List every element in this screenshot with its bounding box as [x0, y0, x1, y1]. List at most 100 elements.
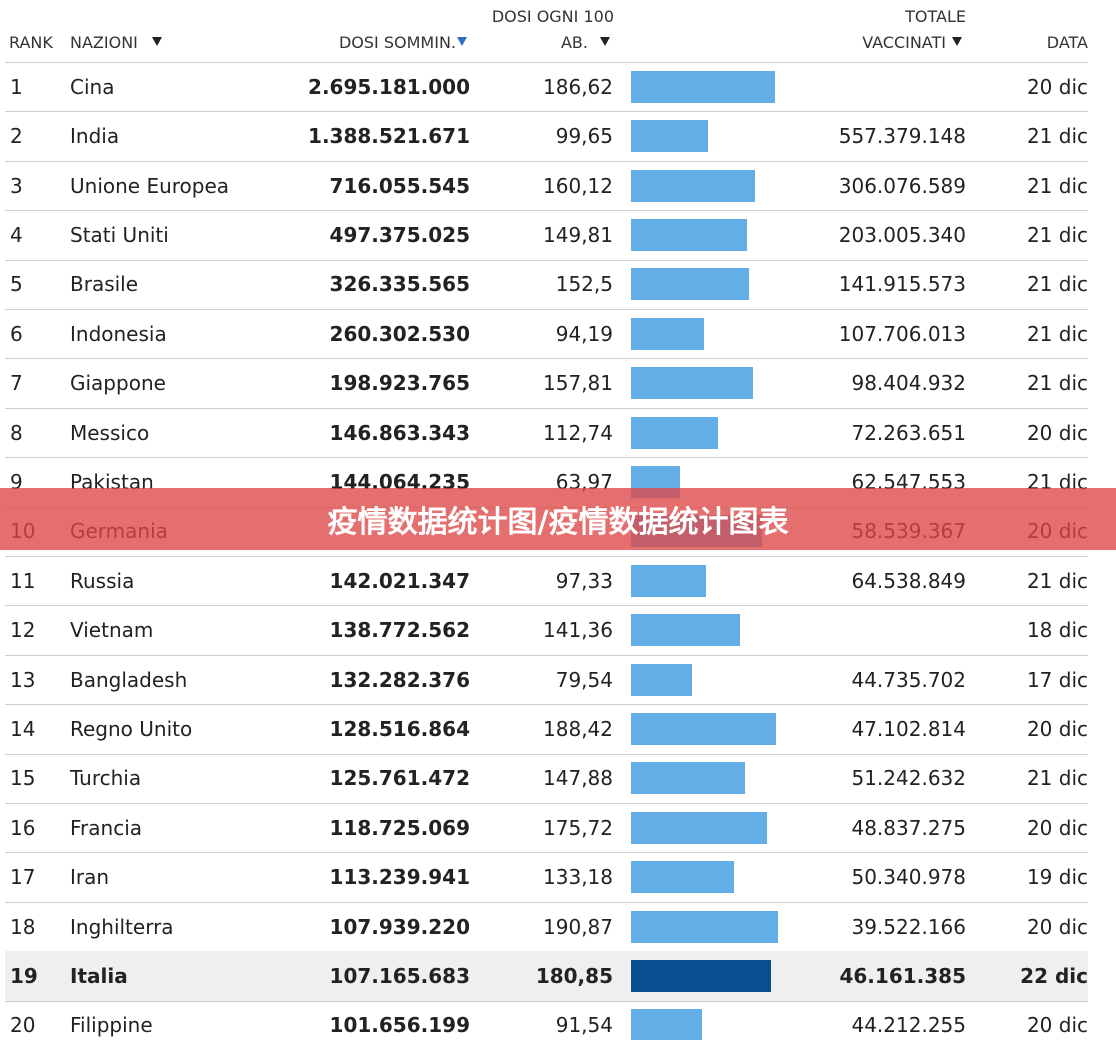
rank: 18	[10, 914, 36, 939]
header-vaccinated[interactable]: VACCINATI	[862, 33, 946, 52]
separator	[5, 556, 1088, 557]
bar	[631, 861, 734, 894]
separator	[5, 62, 1088, 63]
bar	[631, 70, 776, 103]
separator	[5, 407, 1088, 409]
separator	[5, 309, 1088, 310]
vaccinated: 203.005.340	[838, 222, 966, 247]
bar	[631, 1009, 702, 1040]
country: Messico	[70, 420, 150, 445]
per100: 133,18	[543, 865, 613, 890]
bar	[631, 910, 779, 943]
per100: 97,33	[555, 568, 613, 593]
banner-text: 疫情数据统计图/疫情数据统计图表	[327, 505, 789, 540]
header-per100[interactable]: AB.	[560, 33, 588, 52]
header-doses[interactable]: DOSI SOMMIN.	[338, 33, 456, 52]
separator	[5, 210, 1088, 212]
date: 20 dic	[1026, 716, 1088, 741]
country: Francia	[70, 815, 143, 840]
date: 21 dic	[1026, 371, 1088, 396]
rank: 17	[10, 865, 36, 890]
date: 20 dic	[1026, 815, 1088, 840]
sort-arrow[interactable]	[952, 37, 962, 46]
date: 21 dic	[1026, 568, 1088, 593]
date: 21 dic	[1026, 173, 1088, 198]
bar	[631, 367, 753, 400]
country: Cina	[70, 74, 115, 99]
bar	[631, 811, 767, 844]
vaccinated: 50.340.978	[851, 865, 966, 890]
bar	[631, 762, 746, 795]
date: 20 dic	[1026, 1013, 1088, 1038]
separator	[5, 605, 1088, 607]
header-per100[interactable]: DOSI OGNI 100	[491, 7, 614, 26]
separator	[5, 111, 1088, 113]
vaccinated: 64.538.849	[851, 568, 966, 593]
doses: 101.656.199	[329, 1013, 470, 1038]
rank: 13	[10, 667, 36, 692]
bar	[631, 268, 749, 301]
rank: 1	[10, 74, 23, 99]
date: 18 dic	[1026, 618, 1088, 643]
separator	[5, 160, 1088, 162]
date: 21 dic	[1026, 272, 1088, 297]
sort-arrow[interactable]	[600, 37, 610, 46]
per100: 188,42	[543, 716, 613, 741]
date: 17 dic	[1026, 667, 1088, 692]
country: Filippine	[70, 1013, 153, 1038]
country: Regno Unito	[70, 716, 193, 741]
vaccinated: 47.102.814	[851, 716, 966, 741]
doses: 128.516.864	[329, 716, 470, 741]
banner	[0, 488, 1116, 550]
rank: 16	[10, 815, 36, 840]
country: Bangladesh	[70, 667, 188, 692]
bar	[631, 218, 747, 251]
country: Iran	[70, 865, 110, 890]
header-date: DATA	[1046, 33, 1088, 52]
rank: 5	[10, 272, 23, 297]
vaccinated: 39.522.166	[851, 914, 966, 939]
doses: 125.761.472	[329, 766, 470, 791]
country: India	[70, 124, 120, 149]
bar	[631, 120, 708, 153]
bar	[631, 959, 771, 992]
country: Turchia	[70, 766, 142, 791]
per100: 112,74	[543, 420, 613, 445]
header-vaccinated[interactable]: TOTALE	[905, 7, 966, 26]
rank: 2	[10, 124, 23, 149]
sort-arrow[interactable]	[457, 37, 467, 46]
rank: 12	[10, 618, 36, 643]
date: 22 dic	[1020, 963, 1088, 988]
separator	[5, 803, 1088, 804]
vaccinated: 51.242.632	[851, 766, 966, 791]
doses: 1.388.521.671	[308, 124, 470, 149]
bar	[631, 663, 693, 696]
separator	[5, 753, 1088, 755]
rank: 7	[10, 371, 23, 396]
doses: 107.165.683	[329, 963, 470, 988]
separator	[5, 852, 1088, 854]
per100: 91,54	[555, 1013, 613, 1038]
bar	[631, 317, 704, 350]
date: 21 dic	[1026, 321, 1088, 346]
per100: 141,36	[543, 618, 613, 643]
per100: 152,5	[555, 272, 613, 297]
vaccinated: 46.161.385	[839, 963, 966, 988]
per100: 175,72	[543, 815, 613, 840]
separator	[5, 1000, 1088, 1002]
per100: 79,54	[555, 667, 613, 692]
separator	[5, 358, 1088, 360]
doses: 326.335.565	[329, 272, 470, 297]
rank: 19	[10, 963, 38, 988]
rank: 15	[10, 766, 36, 791]
header-country[interactable]: NAZIONI	[70, 33, 138, 52]
country: Unione Europea	[70, 173, 230, 198]
vaccinated: 44.212.255	[851, 1013, 966, 1038]
doses: 132.282.376	[329, 667, 470, 692]
rank: 6	[10, 321, 23, 346]
vaccinated: 72.263.651	[851, 420, 966, 445]
doses: 142.021.347	[329, 568, 470, 593]
vaccinated: 48.837.275	[851, 815, 966, 840]
sort-arrow[interactable]	[152, 37, 162, 46]
